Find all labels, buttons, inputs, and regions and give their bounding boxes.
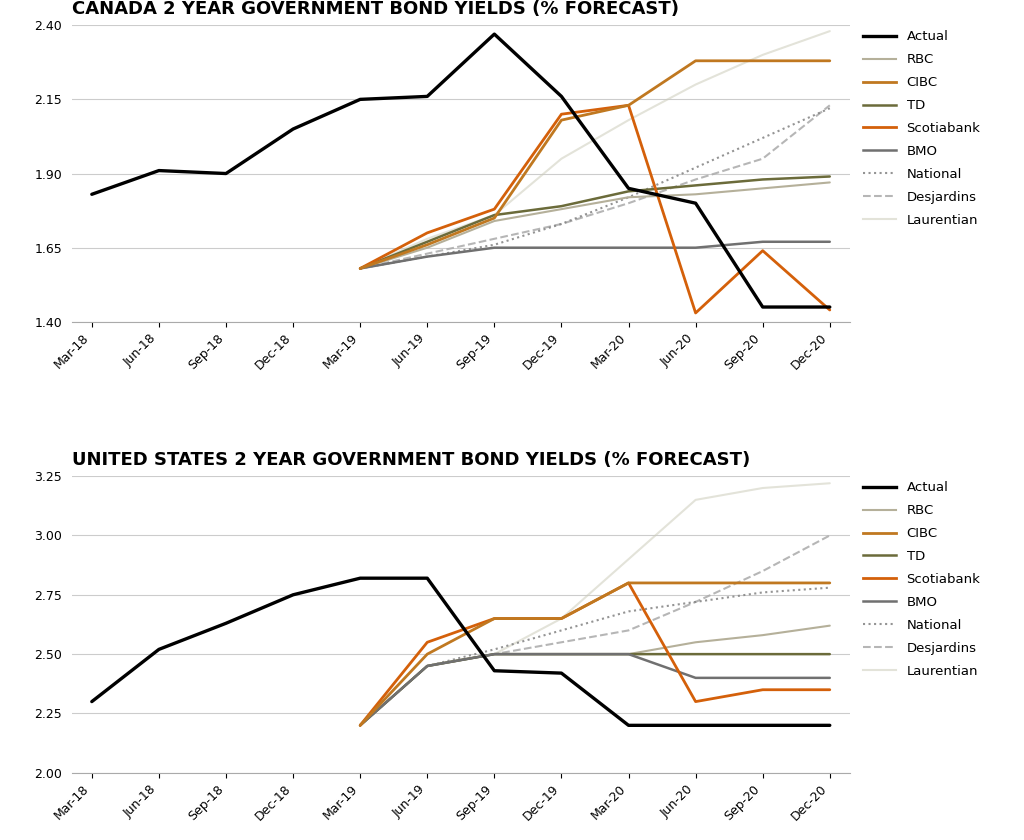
Legend: Actual, RBC, CIBC, TD, Scotiabank, BMO, National, Desjardins, Laurentian: Actual, RBC, CIBC, TD, Scotiabank, BMO, … [858,476,986,683]
Text: CANADA 2 YEAR GOVERNMENT BOND YIELDS (% FORECAST): CANADA 2 YEAR GOVERNMENT BOND YIELDS (% … [72,0,679,18]
Text: UNITED STATES 2 YEAR GOVERNMENT BOND YIELDS (% FORECAST): UNITED STATES 2 YEAR GOVERNMENT BOND YIE… [72,451,750,469]
Legend: Actual, RBC, CIBC, TD, Scotiabank, BMO, National, Desjardins, Laurentian: Actual, RBC, CIBC, TD, Scotiabank, BMO, … [858,25,986,232]
